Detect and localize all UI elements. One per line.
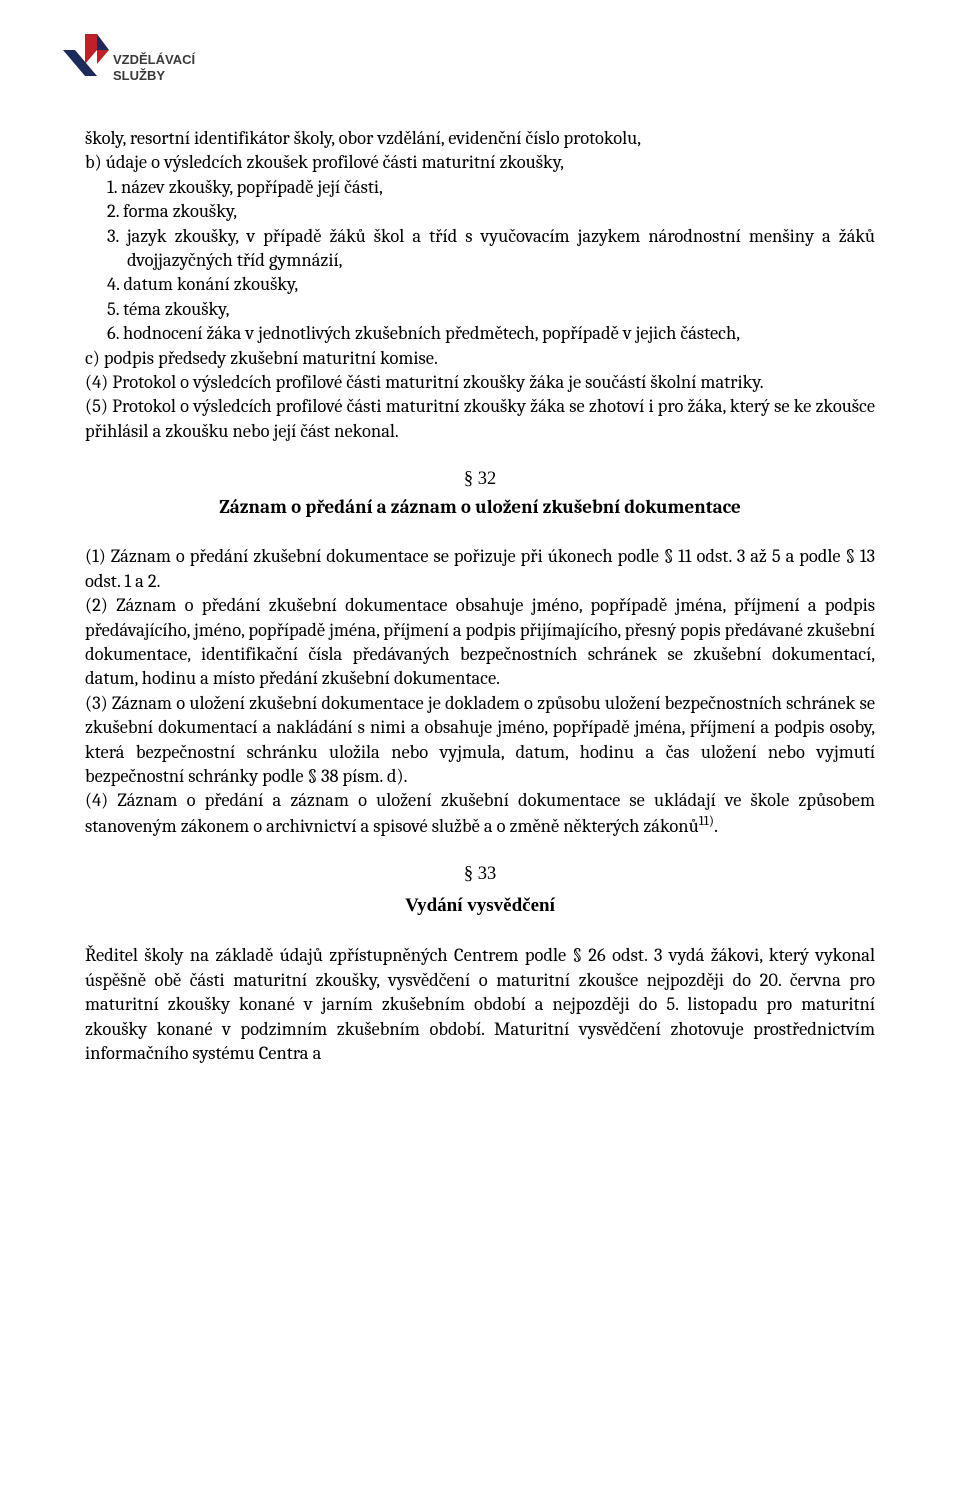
- superscript-ref: 11): [699, 814, 714, 829]
- body-paragraph: (5) Protokol o výsledcích profilové část…: [85, 394, 875, 443]
- section-number: § 33: [85, 864, 875, 885]
- body-paragraph: (4) Záznam o předání a záznam o uložení …: [85, 788, 875, 838]
- body-paragraph: (1) Záznam o předání zkušební dokumentac…: [85, 544, 875, 593]
- section-title: Vydání vysvědčení: [85, 895, 875, 917]
- logo-svg: VZDĚLÁVACÍ SLUŽBY: [55, 30, 225, 94]
- body-line: b) údaje o výsledcích zkoušek profilové …: [85, 150, 875, 174]
- document-page: VZDĚLÁVACÍ SLUŽBY školy, resortní identi…: [0, 0, 960, 1509]
- list-item: 6. hodnocení žáka v jednotlivých zkušebn…: [85, 321, 875, 345]
- logo-text-bottom: SLUŽBY: [113, 68, 165, 83]
- body-paragraph: Ředitel školy na základě údajů zpřístupn…: [85, 943, 875, 1065]
- body-paragraph: (2) Záznam o předání zkušební dokumentac…: [85, 593, 875, 691]
- body-line: školy, resortní identifikátor školy, obo…: [85, 126, 875, 150]
- list-item: 1. název zkoušky, popřípadě její části,: [85, 175, 875, 199]
- section-title: Záznam o předání a záznam o uložení zkuš…: [85, 496, 875, 518]
- paragraph-text: .: [714, 815, 718, 837]
- logo: VZDĚLÁVACÍ SLUŽBY: [55, 30, 875, 98]
- list-item-text: 3. jazyk zkoušky, v případě žáků škol a …: [107, 225, 875, 271]
- body-paragraph: (3) Záznam o uložení zkušební dokumentac…: [85, 691, 875, 789]
- list-item: 5. téma zkoušky,: [85, 297, 875, 321]
- list-item: 2. forma zkoušky,: [85, 199, 875, 223]
- body-line: c) podpis předsedy zkušební maturitní ko…: [85, 346, 875, 370]
- body-paragraph: (4) Protokol o výsledcích profilové část…: [85, 370, 875, 394]
- logo-text-top: VZDĚLÁVACÍ: [113, 52, 195, 67]
- list-item: 4. datum konání zkoušky,: [85, 272, 875, 296]
- list-item: 3. jazyk zkoušky, v případě žáků škol a …: [85, 224, 875, 273]
- section-number: § 32: [85, 469, 875, 490]
- paragraph-text: (4) Záznam o předání a záznam o uložení …: [85, 789, 875, 837]
